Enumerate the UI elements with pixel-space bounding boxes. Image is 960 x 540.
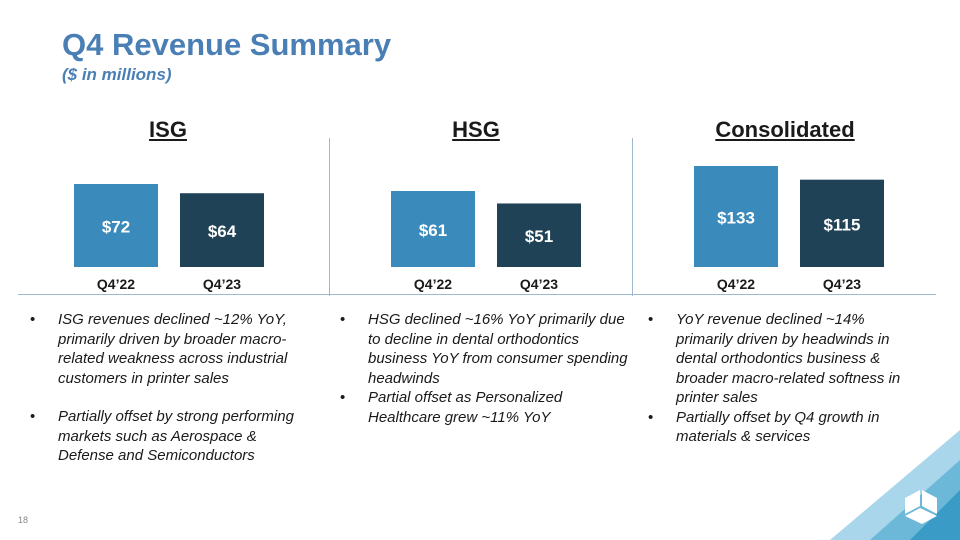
isg-bullets: ISG revenues declined ~12% YoY, primaril…: [28, 310, 314, 466]
bar-hsg-0: [391, 191, 475, 267]
section-divider: [18, 294, 936, 295]
category-label: Q4’23: [823, 276, 861, 292]
bullet-item: ISG revenues declined ~12% YoY, primaril…: [28, 310, 314, 388]
slide-subtitle: ($ in millions): [62, 65, 172, 84]
bar-hsg-1: [497, 203, 581, 267]
category-label: Q4’22: [414, 276, 452, 292]
bar-isg-0: [74, 184, 158, 267]
category-label: Q4’23: [520, 276, 558, 292]
bar-value-label: $51: [525, 227, 553, 246]
category-label: Q4’22: [97, 276, 135, 292]
bar-isg-1: [180, 193, 264, 267]
hsg-bullets: HSG declined ~16% YoY primarily due to d…: [338, 310, 628, 427]
panel-divider: [632, 138, 633, 296]
category-label: Q4’23: [203, 276, 241, 292]
company-logo-icon: [905, 490, 937, 524]
bar-consolidated-1: [800, 179, 884, 267]
consolidated-bullets: YoY revenue declined ~14% primarily driv…: [646, 310, 922, 447]
bar-value-label: $61: [419, 221, 447, 240]
panel-title-isg: ISG: [149, 117, 187, 142]
category-label: Q4’22: [717, 276, 755, 292]
bar-value-label: $133: [717, 209, 755, 228]
bullet-item: HSG declined ~16% YoY primarily due to d…: [338, 310, 628, 388]
page-number: 18: [18, 515, 29, 525]
panel-title-consolidated: Consolidated: [715, 117, 855, 142]
revenue-bar-charts: $72 Q4’22 $64 Q4’23 $61 Q4’22 $51 Q4’23 $133 Q4’2…: [74, 166, 884, 292]
corner-decoration: [830, 430, 960, 540]
bar-consolidated-0: [694, 166, 778, 267]
bar-value-label: $72: [102, 218, 130, 237]
bullet-item: Partial offset as Personalized Healthcar…: [338, 388, 628, 427]
panel-divider: [329, 138, 330, 296]
bar-value-label: $64: [208, 222, 237, 241]
bullet-item: Partially offset by strong performing ma…: [28, 407, 314, 466]
bullet-item: Partially offset by Q4 growth in materia…: [646, 408, 922, 447]
bar-value-label: $115: [824, 215, 861, 234]
slide-title: Q4 Revenue Summary: [62, 27, 392, 62]
panel-title-hsg: HSG: [452, 117, 500, 142]
bullet-item: YoY revenue declined ~14% primarily driv…: [646, 310, 922, 408]
